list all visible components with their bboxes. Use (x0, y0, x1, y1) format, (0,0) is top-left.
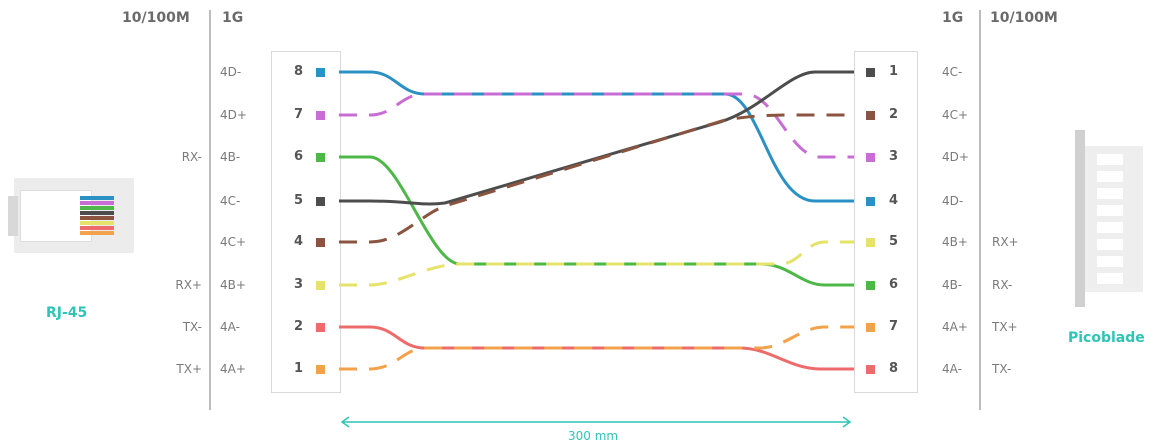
picoblade-slot (1097, 205, 1123, 216)
picoblade-slot (1097, 188, 1123, 199)
left-pin-color-swatch (316, 111, 325, 120)
left-1g-label: 4B+ (220, 278, 246, 292)
picoblade-slot (1097, 154, 1123, 165)
left-1g-label: 4A+ (220, 362, 246, 376)
picoblade-slot (1097, 273, 1123, 284)
right-1g-label: 4A- (942, 362, 962, 376)
picoblade-slot (1097, 171, 1123, 182)
picoblade-slot (1097, 222, 1123, 233)
left-1g-label: 4A- (220, 320, 240, 334)
right-pin-number: 3 (889, 149, 899, 164)
left-pin-color-swatch (316, 281, 325, 290)
right-pin-number: 7 (889, 319, 899, 334)
right-connector-box (854, 51, 918, 393)
left-pin-number: 5 (294, 193, 304, 208)
wire-orange (339, 325, 854, 371)
picoblade-slot (1097, 256, 1123, 267)
right-1g-label: 4B- (942, 278, 963, 292)
right-pin-number: 2 (889, 107, 899, 122)
left-100m-label: TX- (182, 320, 202, 334)
right-1g-label: 4D- (942, 194, 964, 208)
left-pin-number: 6 (294, 149, 304, 164)
left-1g-label: 4B- (220, 150, 241, 164)
left-1g-label: 4C+ (220, 235, 247, 249)
left-pin-number: 7 (294, 107, 304, 122)
right-pin-color-swatch (866, 68, 875, 77)
right-pin-color-swatch (866, 323, 875, 332)
wire-red (339, 325, 854, 371)
right-pin-color-swatch (866, 281, 875, 290)
right-pin-color-swatch (866, 111, 875, 120)
length-arrow (340, 416, 852, 428)
left-100m-label: RX+ (175, 278, 202, 292)
right-100m-label: RX+ (992, 235, 1019, 249)
right-1g-label: 4A+ (942, 320, 968, 334)
right-pin-number: 8 (889, 361, 899, 376)
left-header-100m: 10/100M (122, 10, 190, 26)
right-divider (979, 10, 981, 410)
left-1g-label: 4D+ (220, 108, 247, 122)
left-pin-color-swatch (316, 323, 325, 332)
rj45-connector-image (8, 178, 134, 253)
right-1g-label: 4C- (942, 65, 963, 79)
wire-blue (339, 70, 854, 203)
left-pin-number: 1 (294, 361, 304, 376)
right-pin-number: 5 (889, 234, 899, 249)
left-pin-color-swatch (316, 238, 325, 247)
picoblade-label: Picoblade (1068, 330, 1145, 346)
right-pin-number: 4 (889, 193, 899, 208)
right-pin-color-swatch (866, 153, 875, 162)
right-header-100m: 10/100M (990, 10, 1058, 26)
rj45-label: RJ-45 (46, 305, 88, 321)
right-100m-label: TX- (992, 362, 1012, 376)
left-connector-box (271, 51, 341, 393)
left-pin-color-swatch (316, 68, 325, 77)
left-pin-color-swatch (316, 153, 325, 162)
left-pin-number: 8 (294, 64, 304, 79)
wire-brown (339, 113, 854, 244)
right-header-1g: 1G (942, 10, 964, 26)
wire-green (339, 155, 854, 287)
left-pin-color-swatch (316, 197, 325, 206)
right-pin-color-swatch (866, 238, 875, 247)
picoblade-slot (1097, 239, 1123, 250)
picoblade-flange (1075, 130, 1085, 307)
right-1g-label: 4C+ (942, 108, 969, 122)
left-pin-number: 3 (294, 277, 304, 292)
left-divider (209, 10, 211, 410)
left-header-1g: 1G (222, 10, 244, 26)
right-pin-number: 6 (889, 277, 899, 292)
right-pin-color-swatch (866, 365, 875, 374)
wire-yellow (339, 240, 854, 287)
left-1g-label: 4C- (220, 194, 241, 208)
wire-purple (339, 92, 854, 159)
left-pin-number: 2 (294, 319, 304, 334)
left-100m-label: TX+ (176, 362, 202, 376)
left-pin-color-swatch (316, 365, 325, 374)
right-100m-label: TX+ (992, 320, 1018, 334)
left-1g-label: 4D- (220, 65, 242, 79)
right-1g-label: 4B+ (942, 235, 968, 249)
picoblade-connector-image (1085, 146, 1143, 292)
right-1g-label: 4D+ (942, 150, 969, 164)
right-100m-label: RX- (992, 278, 1013, 292)
length-label: 300 mm (568, 429, 619, 443)
left-100m-label: RX- (181, 150, 202, 164)
left-pin-number: 4 (294, 234, 304, 249)
right-pin-color-swatch (866, 197, 875, 206)
right-pin-number: 1 (889, 64, 899, 79)
